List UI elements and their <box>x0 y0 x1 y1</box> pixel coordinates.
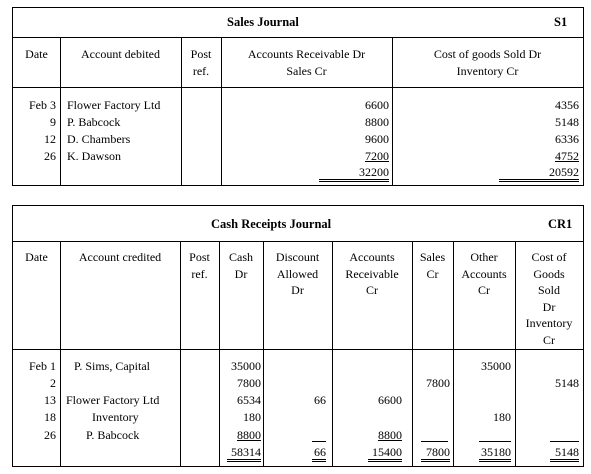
sales-row-4-ar: 7200 <box>365 149 389 163</box>
sales-row-1-cogs: 4356 <box>555 98 579 112</box>
cr-header-discount-allowed-dr: Discount Allowed Dr <box>275 250 320 297</box>
header-account-debited: Account debited <box>81 47 160 61</box>
sales-total-ar: 32200 <box>319 165 389 182</box>
header-post-ref: Post ref. <box>190 47 212 78</box>
sales-row-4-date: 26 <box>44 149 56 163</box>
sales-total-cogs: 20592 <box>499 165 579 182</box>
underline-stub <box>312 441 326 442</box>
header-cogs-dr-inventory-cr: Cost of goods Sold Dr Inventory Cr <box>433 47 542 78</box>
cr-header-sales-cr: Sales Cr <box>419 250 446 281</box>
sales-row-1-date: Feb 3 <box>29 98 56 112</box>
cr-header-ar-cr: Accounts Receivable Cr <box>345 250 399 297</box>
sales-row-4-cogs: 4752 <box>555 149 579 163</box>
cr-row-4-date: 18 <box>44 410 56 424</box>
sales-row-3-cogs: 6336 <box>555 132 579 146</box>
sales-row-3-account: D. Chambers <box>67 132 131 146</box>
cr-total-sales: 7800 <box>421 445 450 462</box>
cr-row-4-account: Inventory <box>92 410 139 424</box>
cr-row-3-account: Flower Factory Ltd <box>66 393 160 407</box>
cr-row-1-account: P. Sims, Capital <box>74 359 151 373</box>
cr-row-3-date: 13 <box>44 393 56 407</box>
cr-row-5-date: 26 <box>44 428 56 442</box>
cr-header-date: Date <box>25 250 48 264</box>
cr-total-cash: 58314 <box>227 445 261 462</box>
header-date: Date <box>25 47 48 61</box>
cr-row-5-ar: 8800 <box>378 428 402 442</box>
sales-row-2-cogs: 5148 <box>555 115 579 129</box>
cr-row-2-sales: 7800 <box>426 376 450 390</box>
sales-row-1-account: Flower Factory Ltd <box>67 98 161 112</box>
sales-row-3-ar: 9600 <box>365 132 389 146</box>
cr-row-1-cash: 35000 <box>231 359 261 373</box>
sales-row-2-account: P. Babcock <box>67 115 121 129</box>
cash-receipts-journal: Cash Receipts Journal CR1 Date Account c… <box>12 205 584 467</box>
cr-header-cogs-dr-inventory-cr: Cost of Goods Sold Dr Inventory Cr <box>525 250 573 347</box>
underline-stub <box>421 441 448 442</box>
cr-row-5-cash: 8800 <box>237 428 261 442</box>
cash-journal-code: CR1 <box>548 217 573 231</box>
cr-row-4-other: 180 <box>493 410 511 424</box>
cr-total-cogs: 5148 <box>550 445 579 462</box>
sales-row-3-date: 12 <box>44 132 56 146</box>
cr-total-ar: 15400 <box>368 445 402 462</box>
cr-header-post-ref: Post ref. <box>189 250 210 281</box>
underline-stub <box>479 441 511 442</box>
cr-header-cash-dr: Cash Dr <box>229 250 253 281</box>
sales-row-2-ar: 8800 <box>365 115 389 129</box>
cr-row-2-date: 2 <box>50 376 56 390</box>
cr-row-4-cash: 180 <box>243 410 261 424</box>
cr-row-5-account: P. Babcock <box>86 428 140 442</box>
cr-row-3-ar: 6600 <box>378 393 402 407</box>
cr-header-other-accounts-cr: Other Accounts Cr <box>461 250 507 297</box>
sales-journal-code: S1 <box>554 15 568 29</box>
cr-row-2-cogs: 5148 <box>555 376 579 390</box>
sales-journal: Sales Journal S1 Date Account debited Po… <box>12 7 584 186</box>
cash-journal-title: Cash Receipts Journal <box>211 217 332 231</box>
cr-row-3-discount: 66 <box>314 393 326 407</box>
header-ar-dr-sales-cr: Accounts Receivable Dr Sales Cr <box>247 47 366 78</box>
sales-row-4-account: K. Dawson <box>67 149 121 163</box>
cr-header-account-credited: Account credited <box>78 250 162 264</box>
sales-row-1-ar: 6600 <box>365 98 389 112</box>
cr-row-1-date: Feb 1 <box>29 359 56 373</box>
cr-row-3-cash: 6534 <box>237 393 261 407</box>
sales-row-2-date: 9 <box>50 115 56 129</box>
underline-stub <box>550 441 579 442</box>
cr-row-2-cash: 7800 <box>237 376 261 390</box>
cr-total-discount: 66 <box>312 445 326 462</box>
sales-journal-title: Sales Journal <box>227 15 299 29</box>
cr-row-1-other: 35000 <box>481 359 511 373</box>
cr-total-other: 35180 <box>479 445 511 462</box>
